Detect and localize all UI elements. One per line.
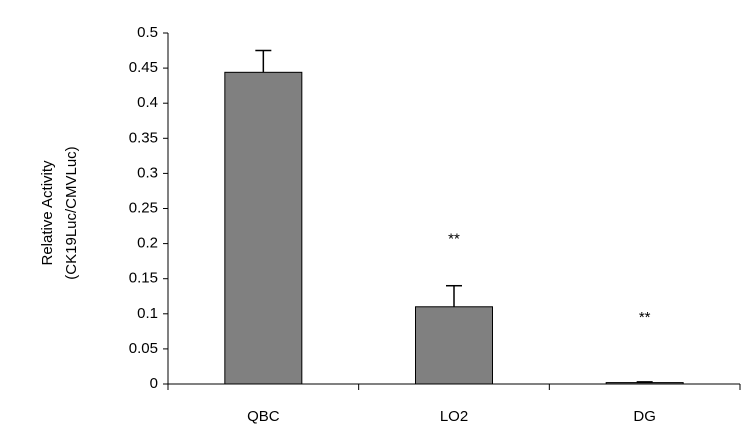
significance-label: ** (448, 231, 460, 248)
y-tick-label: 0.5 (137, 24, 158, 41)
y-tick-label: 0.2 (137, 235, 158, 252)
y-tick-label: 0.3 (137, 164, 158, 181)
y-tick-label: 0.25 (129, 199, 158, 216)
bar (224, 71, 303, 385)
y-tick-label: 0.4 (137, 94, 158, 111)
y-tick-label: 0 (150, 375, 158, 392)
x-tick-label: DG (633, 408, 656, 425)
y-tick-label: 0.05 (129, 340, 158, 357)
y-axis-label: (CK19Luc/CMVLuc) (63, 146, 80, 279)
bar (415, 306, 493, 385)
y-tick-label: 0.15 (129, 270, 158, 287)
y-axis-label: Relative Activity (39, 160, 56, 266)
x-tick-label: QBC (247, 408, 280, 425)
y-tick-label: 0.45 (129, 59, 158, 76)
y-tick-label: 0.35 (129, 129, 158, 146)
y-tick-label: 0.1 (137, 305, 158, 322)
significance-label: ** (639, 309, 651, 326)
x-tick-label: LO2 (440, 408, 468, 425)
bar (605, 382, 684, 385)
